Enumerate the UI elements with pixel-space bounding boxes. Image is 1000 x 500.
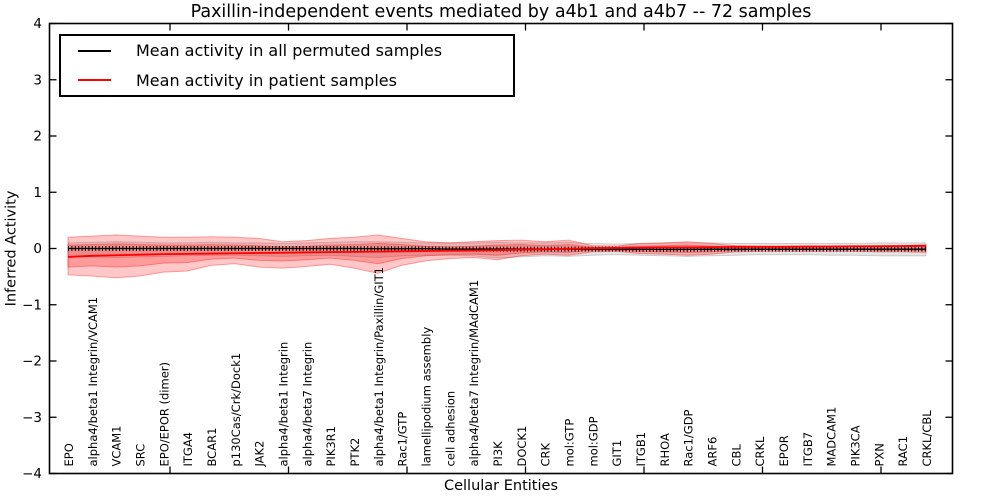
x-category-label: CRKL bbox=[753, 436, 767, 467]
x-category-label: PTK2 bbox=[348, 438, 362, 467]
x-category-label: alpha4/beta7 Integrin/MAdCAM1 bbox=[467, 280, 481, 467]
legend-label: Mean activity in patient samples bbox=[136, 70, 397, 90]
line-patient-mean bbox=[67, 244, 927, 258]
legend-line-sample-patient bbox=[78, 79, 111, 82]
x-category-label: CRKL/CBL bbox=[920, 410, 934, 467]
y-tick-label: 4 bbox=[33, 16, 42, 32]
legend-label: Mean activity in all permuted samples bbox=[136, 41, 443, 61]
legend-item-patient: Mean activity in patient samples bbox=[61, 66, 513, 95]
x-category-label: CRK bbox=[539, 442, 553, 466]
x-category-label: MADCAM1 bbox=[825, 407, 839, 467]
x-category-label: alpha4/beta1 Integrin/Paxillin/GIT1 bbox=[372, 267, 386, 466]
x-category-label: p130Cas/Crk/Dock1 bbox=[229, 353, 243, 467]
x-axis-title: Cellular Entities bbox=[443, 478, 559, 494]
x-category-label: mol:GDP bbox=[586, 416, 600, 466]
chart-title: Paxillin-independent events mediated by … bbox=[190, 2, 812, 22]
x-category-label: RAC1 bbox=[896, 436, 910, 467]
legend-line-sample-permuted bbox=[78, 49, 111, 52]
x-category-label: mol:GTP bbox=[563, 419, 577, 467]
band-1 bbox=[67, 234, 927, 279]
x-category-label: alpha4/beta7 Integrin bbox=[300, 342, 314, 467]
x-category-label: PIK3R1 bbox=[324, 426, 338, 467]
y-tick-label: 3 bbox=[33, 72, 42, 88]
x-category-label: ITGB1 bbox=[634, 432, 648, 467]
y-tick-label: 0 bbox=[33, 241, 42, 257]
x-category-label: GIT1 bbox=[610, 440, 624, 467]
x-category-label: alpha4/beta1 Integrin/VCAM1 bbox=[86, 297, 100, 467]
y-tick-label: 1 bbox=[33, 185, 42, 201]
x-category-label: ARF6 bbox=[706, 437, 720, 467]
x-category-label: PXN bbox=[872, 443, 886, 466]
x-category-label: VCAM1 bbox=[110, 425, 124, 466]
x-category-label: Rac1/GTP bbox=[396, 412, 410, 467]
x-category-label: cell adhesion bbox=[443, 391, 457, 467]
y-tick-label: −4 bbox=[22, 466, 42, 482]
x-category-label: EPOR bbox=[777, 435, 791, 466]
x-category-label: RHOA bbox=[658, 433, 672, 466]
x-category-label: JAK2 bbox=[253, 441, 267, 468]
x-category-label: alpha4/beta1 Integrin bbox=[277, 342, 291, 467]
x-category-label: PIK3CA bbox=[849, 425, 863, 466]
x-category-label: EPO/EPOR (dimer) bbox=[157, 362, 171, 467]
legend: Mean activity in all permuted samples Me… bbox=[59, 34, 515, 97]
x-category-label: PI3K bbox=[491, 441, 505, 467]
x-category-label: BCAR1 bbox=[205, 428, 219, 467]
x-category-label: lamellipodium assembly bbox=[420, 327, 434, 467]
x-category-label: Rac1/GDP bbox=[682, 409, 696, 466]
x-category-label: CBL bbox=[729, 444, 743, 467]
y-tick-label: −1 bbox=[22, 297, 42, 313]
x-category-label: ITGB7 bbox=[801, 432, 815, 467]
y-axis-title: Inferred Activity bbox=[3, 190, 20, 307]
y-tick-label: −2 bbox=[22, 354, 42, 370]
x-category-label: ITGA4 bbox=[181, 432, 195, 467]
x-category-label: EPO bbox=[62, 443, 76, 466]
line-permuted-markers bbox=[68, 246, 926, 252]
y-tick-label: 2 bbox=[33, 129, 42, 145]
y-tick-label: −3 bbox=[22, 410, 42, 426]
x-category-label: DOCK1 bbox=[515, 426, 529, 467]
x-category-label: SRC bbox=[134, 444, 148, 467]
legend-item-permuted: Mean activity in all permuted samples bbox=[61, 36, 513, 65]
